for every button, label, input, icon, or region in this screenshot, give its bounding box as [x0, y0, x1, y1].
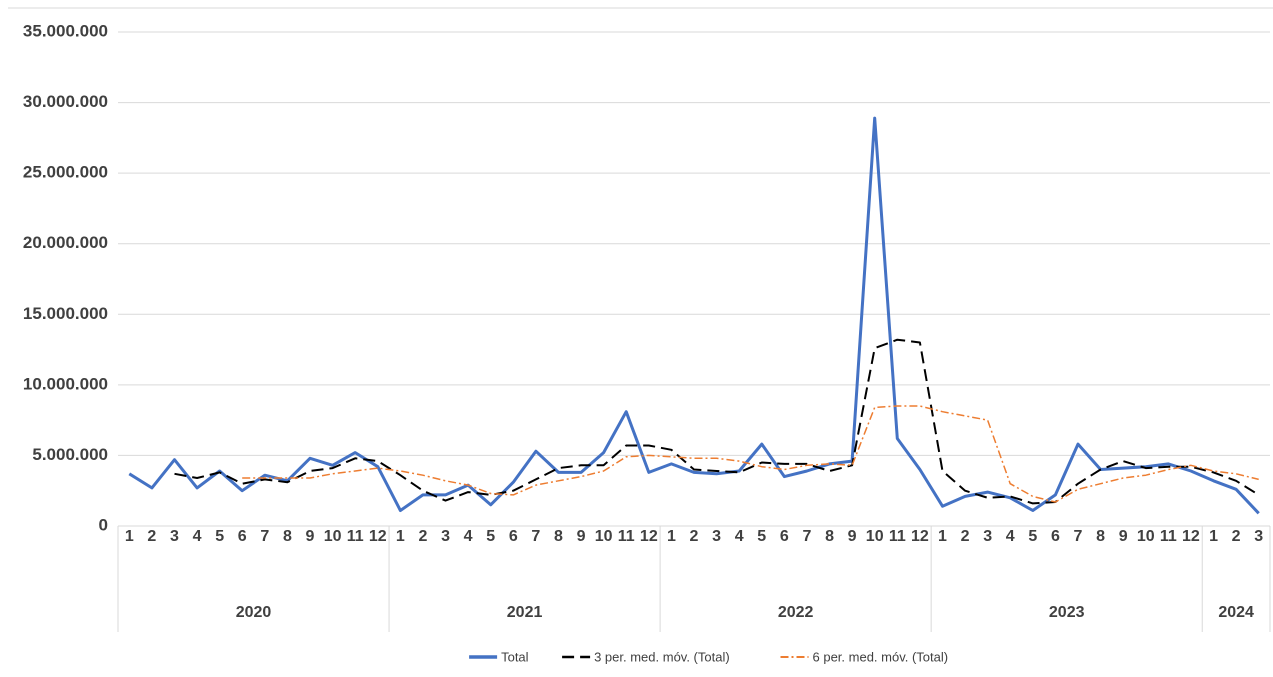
group-label: 2022 [778, 604, 814, 621]
x-tick-label: 9 [848, 528, 857, 545]
x-tick-label: 10 [1137, 528, 1155, 545]
x-tick-label: 8 [554, 528, 563, 545]
x-tick-label: 1 [396, 528, 405, 545]
x-tick-label: 1 [125, 528, 134, 545]
x-tick-label: 6 [509, 528, 518, 545]
x-tick-label: 10 [595, 528, 613, 545]
group-label: 2020 [236, 604, 272, 621]
legend-label: 6 per. med. móv. (Total) [813, 649, 949, 664]
group-label: 2023 [1049, 604, 1085, 621]
x-tick-label: 3 [170, 528, 179, 545]
x-tick-label: 3 [1254, 528, 1263, 545]
legend-label: Total [501, 649, 529, 664]
x-tick-label: 12 [640, 528, 658, 545]
y-tick-label: 25.000.000 [23, 163, 108, 182]
x-tick-label: 10 [866, 528, 884, 545]
group-label: 2021 [507, 604, 543, 621]
x-tick-label: 6 [780, 528, 789, 545]
x-tick-label: 12 [911, 528, 929, 545]
x-tick-label: 8 [1096, 528, 1105, 545]
x-tick-label: 1 [1209, 528, 1218, 545]
y-tick-label: 5.000.000 [32, 445, 108, 464]
legend-label: 3 per. med. móv. (Total) [594, 649, 730, 664]
x-tick-label: 11 [347, 528, 364, 545]
x-tick-label: 2 [690, 528, 699, 545]
x-tick-label: 7 [531, 528, 540, 545]
y-tick-label: 0 [99, 515, 108, 534]
y-tick-label: 30.000.000 [23, 92, 108, 111]
x-tick-label: 11 [889, 528, 906, 545]
x-tick-label: 11 [1160, 528, 1177, 545]
x-tick-label: 11 [618, 528, 635, 545]
x-tick-label: 8 [283, 528, 292, 545]
series-line [128, 116, 1260, 515]
x-tick-label: 4 [464, 528, 473, 545]
y-tick-label: 15.000.000 [23, 304, 108, 323]
x-tick-label: 5 [757, 528, 766, 545]
x-tick-label: 5 [1028, 528, 1037, 545]
x-tick-label: 2 [961, 528, 970, 545]
x-tick-label: 12 [369, 528, 387, 545]
x-tick-label: 3 [441, 528, 450, 545]
x-tick-label: 2 [418, 528, 427, 545]
y-tick-label: 35.000.000 [23, 21, 108, 40]
x-tick-label: 5 [486, 528, 495, 545]
x-tick-label: 8 [825, 528, 834, 545]
x-tick-label: 7 [1074, 528, 1083, 545]
x-tick-label: 9 [577, 528, 586, 545]
x-tick-label: 2 [147, 528, 156, 545]
x-tick-label: 4 [1006, 528, 1015, 545]
x-tick-label: 9 [1119, 528, 1128, 545]
x-tick-label: 4 [735, 528, 744, 545]
x-tick-label: 4 [193, 528, 202, 545]
x-tick-label: 3 [712, 528, 721, 545]
x-tick-label: 1 [667, 528, 676, 545]
x-tick-label: 6 [1051, 528, 1060, 545]
x-tick-label: 1 [938, 528, 947, 545]
x-tick-label: 12 [1182, 528, 1200, 545]
x-tick-label: 7 [260, 528, 269, 545]
x-tick-label: 10 [324, 528, 342, 545]
x-tick-label: 5 [215, 528, 224, 545]
x-tick-label: 6 [238, 528, 247, 545]
x-tick-label: 2 [1232, 528, 1241, 545]
x-tick-label: 3 [983, 528, 992, 545]
series-line [174, 338, 1260, 505]
group-label: 2024 [1218, 604, 1254, 621]
x-tick-label: 7 [802, 528, 811, 545]
y-tick-label: 10.000.000 [23, 374, 108, 393]
y-tick-label: 20.000.000 [23, 233, 108, 252]
x-tick-label: 9 [306, 528, 315, 545]
